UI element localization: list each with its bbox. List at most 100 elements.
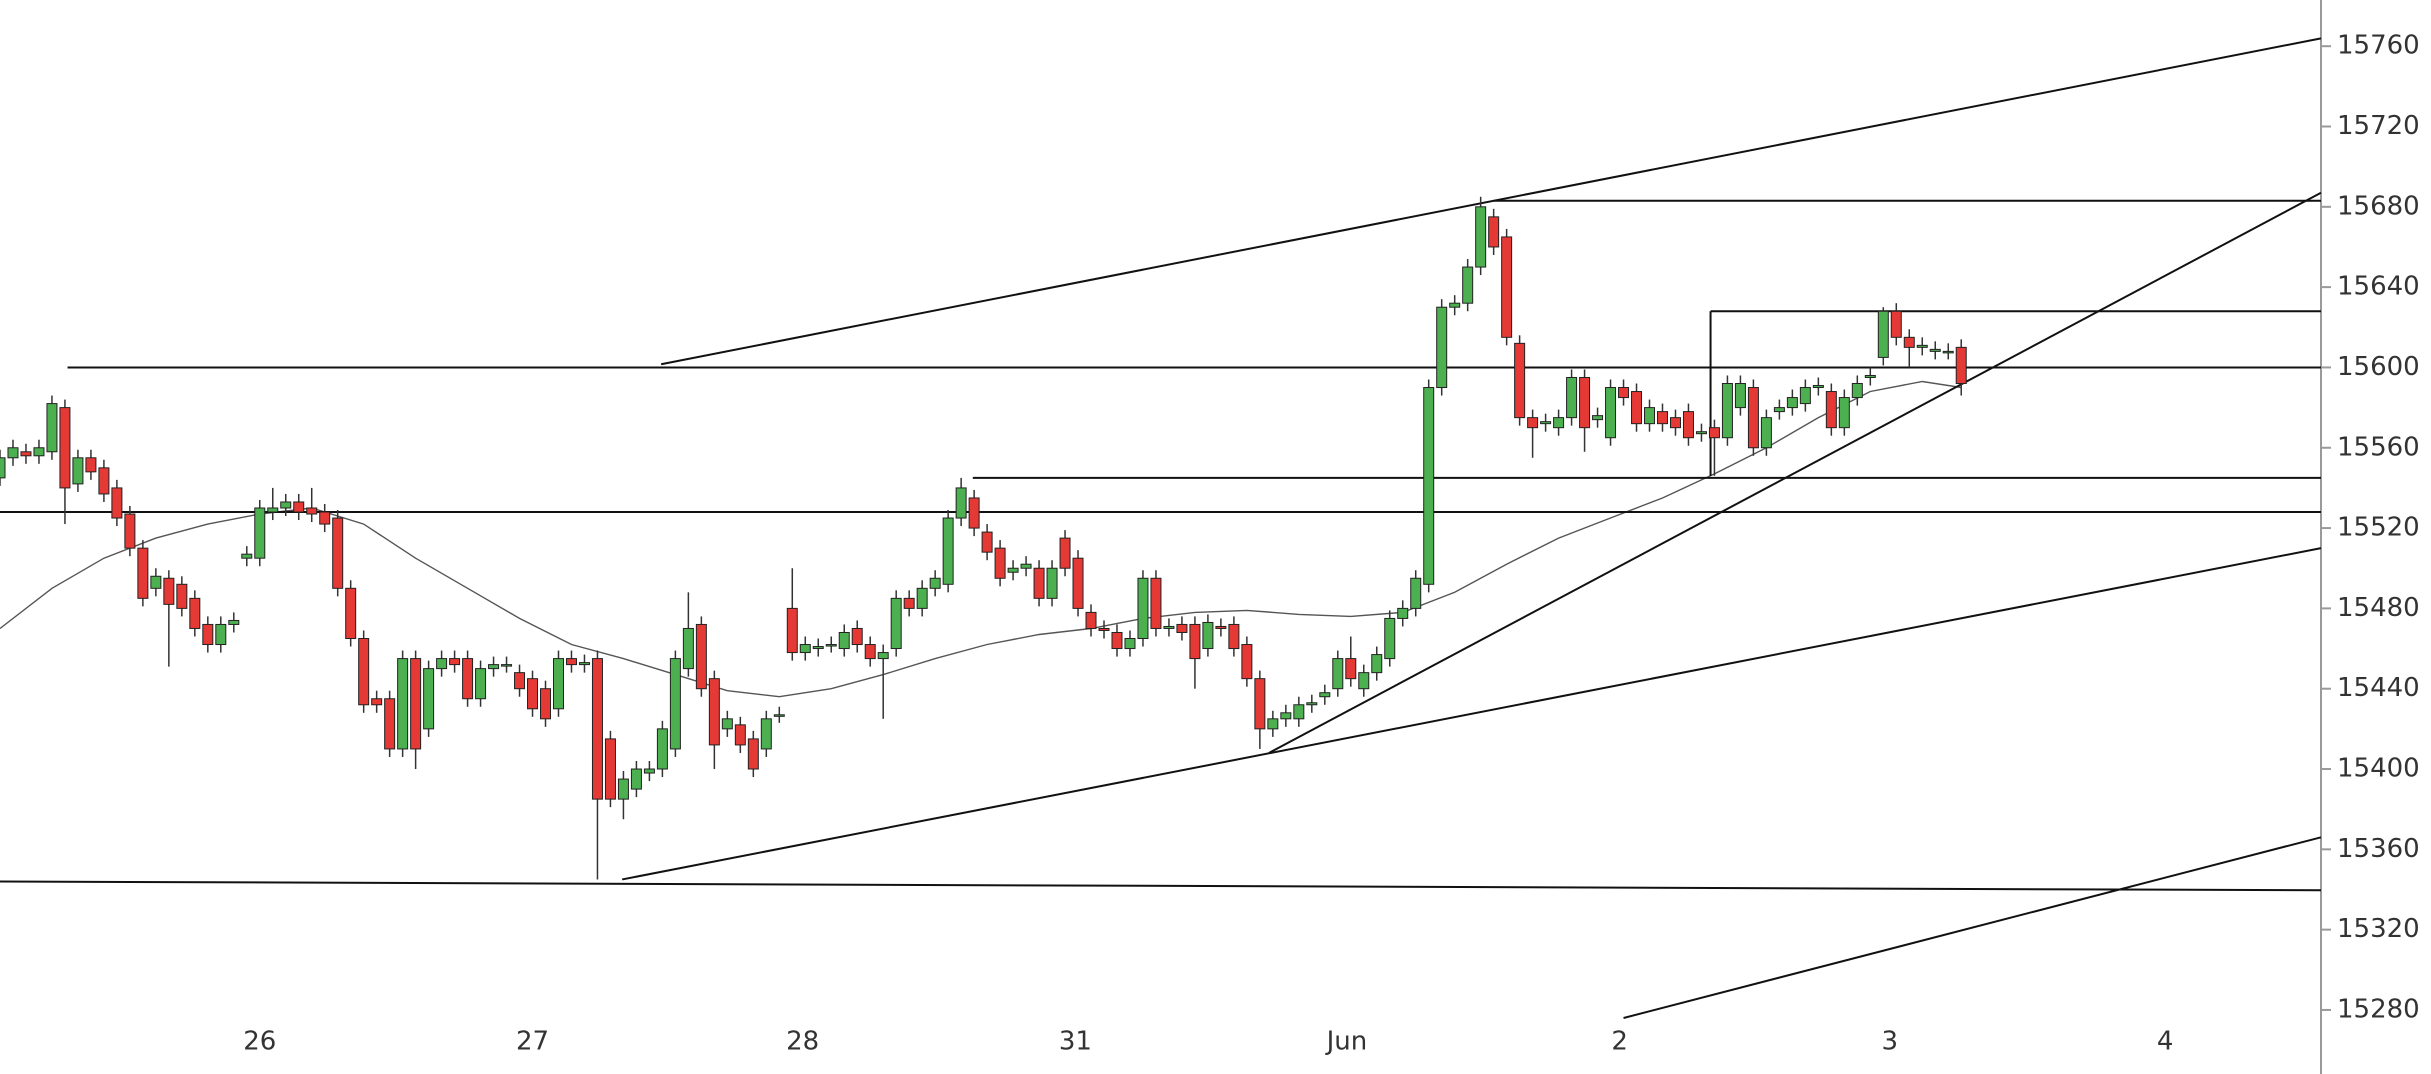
candle-body <box>1488 216 1500 248</box>
candle-body <box>384 698 396 750</box>
candle-body <box>1358 672 1370 690</box>
x-tick-label: 31 <box>1059 1027 1092 1057</box>
candle-body <box>202 623 214 646</box>
candle-body <box>1085 611 1097 629</box>
candle-body <box>1475 206 1487 268</box>
candle-body <box>98 467 110 495</box>
candle-body <box>630 768 642 790</box>
candle-body <box>1540 421 1552 425</box>
candle-body <box>552 658 564 710</box>
candle-body <box>812 646 824 650</box>
y-tick-label: 15680 <box>2337 191 2420 221</box>
candle-body <box>280 501 292 509</box>
candle-body <box>968 497 980 529</box>
candle-body <box>7 447 19 459</box>
candle-body <box>903 597 915 609</box>
candle-body <box>799 644 811 654</box>
candle-body <box>514 672 526 690</box>
x-tick-label: 4 <box>2157 1027 2174 1057</box>
y-tick-label: 15400 <box>2337 754 2420 784</box>
candle-body <box>1579 376 1591 429</box>
y-tick-label: 15480 <box>2337 593 2420 623</box>
candle-body <box>1773 407 1785 413</box>
candle-body <box>137 547 149 599</box>
candle-body <box>617 778 629 800</box>
candle-body <box>604 738 616 800</box>
candle-body <box>1098 627 1110 631</box>
trendline <box>1623 836 2322 1019</box>
x-tick-label: Jun <box>1325 1027 1368 1057</box>
candle-body <box>1760 417 1772 449</box>
trendline <box>660 37 2322 366</box>
y-tick-label: 15360 <box>2337 834 2420 864</box>
trendline <box>0 880 2322 892</box>
candle-body <box>1163 625 1175 629</box>
candle-body <box>1371 654 1383 674</box>
candle-body <box>1280 712 1292 720</box>
candle-body <box>1942 350 1954 354</box>
candle-body <box>1721 383 1733 439</box>
y-tick-label: 15280 <box>2337 994 2420 1024</box>
candle-body <box>1929 348 1941 352</box>
trendline <box>1268 191 2322 754</box>
y-tick-label: 15720 <box>2337 111 2420 141</box>
candle-body <box>1176 623 1188 633</box>
candle-body <box>332 517 344 589</box>
candle-body <box>1306 702 1318 706</box>
candle-body <box>1682 411 1694 439</box>
x-tick-label: 28 <box>786 1027 819 1057</box>
candle-body <box>540 688 552 720</box>
candle-body <box>1111 631 1123 650</box>
candle-body <box>488 664 500 670</box>
candle-body <box>33 447 45 457</box>
candle-body <box>1631 391 1643 425</box>
trendline <box>621 547 2322 881</box>
candle-body <box>1423 387 1435 585</box>
candle-body <box>215 623 227 646</box>
candle-body <box>825 644 837 647</box>
candle-body <box>1241 644 1253 680</box>
candle-body <box>423 668 435 730</box>
candle-body <box>591 658 603 800</box>
candle-body <box>1072 557 1084 609</box>
candle-body <box>877 652 889 660</box>
candle-body <box>1514 342 1526 419</box>
candle-body <box>462 658 474 700</box>
candle-body <box>475 668 487 700</box>
candle-body <box>565 658 577 666</box>
candle-body <box>1319 692 1331 698</box>
candle-body <box>578 662 590 666</box>
candle-body <box>254 507 266 559</box>
candle-body <box>436 658 448 670</box>
candle-body <box>371 698 383 706</box>
candle-body <box>1955 346 1967 385</box>
candle-body <box>1708 427 1720 439</box>
candle-body <box>942 517 954 585</box>
candle-body <box>708 678 720 746</box>
candle-body <box>994 547 1006 579</box>
candle-body <box>1202 621 1214 650</box>
candle-body <box>786 607 798 654</box>
candle-body <box>1007 567 1019 573</box>
candle-body <box>773 714 785 717</box>
candle-body <box>1851 383 1863 399</box>
candle-body <box>890 597 902 650</box>
candle-body <box>1020 563 1032 569</box>
candle-body <box>1124 638 1136 650</box>
candle-body <box>1345 658 1357 680</box>
candle-body <box>1293 704 1305 720</box>
candle-body <box>1553 417 1565 429</box>
candle-body <box>981 531 993 553</box>
y-tick-label: 15600 <box>2337 352 2420 382</box>
candle-body <box>1695 431 1707 435</box>
y-tick-label: 15440 <box>2337 673 2420 703</box>
candle-body <box>1267 718 1279 730</box>
candle-body <box>397 658 409 750</box>
candle-body <box>1864 374 1876 378</box>
candle-body <box>1228 623 1240 650</box>
candle-body <box>929 577 941 589</box>
candle-body <box>1215 625 1227 629</box>
candle-body <box>293 501 305 513</box>
candle-body <box>150 575 162 589</box>
